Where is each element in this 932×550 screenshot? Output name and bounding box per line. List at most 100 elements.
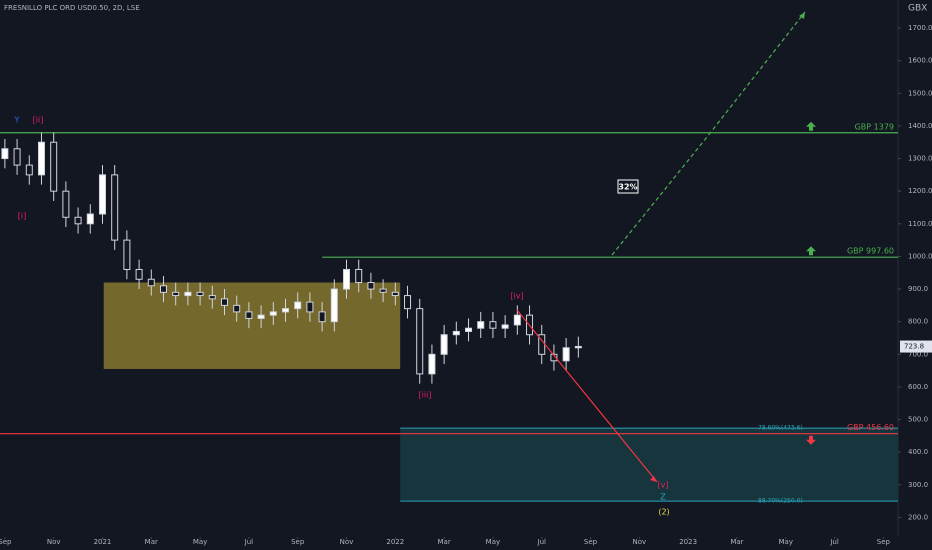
candle-body [172,291,180,297]
wave-label: [iii] [419,391,432,400]
last-price-box [900,340,932,353]
x-tick-label: Sep [0,538,12,546]
candle-body [1,148,9,160]
projection-head [799,12,805,19]
candle-body [233,304,241,313]
candle-body [501,324,509,329]
x-tick-label: Mar [145,538,158,546]
candle-body [135,268,143,280]
candle-body [343,268,351,290]
candle-body [98,174,106,215]
x-tick-label: 2022 [386,538,404,546]
candle-body [477,321,485,329]
candle-body [404,295,412,310]
zone [400,428,898,502]
candle-body [574,345,582,349]
candle-body [123,239,131,270]
candle-body [294,301,302,310]
currency-label: GBX [908,4,927,14]
x-tick-label: 2021 [94,538,112,546]
candle-body [428,353,436,375]
candle-body [50,141,58,192]
chart-title: FRESNILLO PLC ORD USD0.50, 2D, LSE [4,4,140,12]
x-tick-label: Sep [877,538,891,546]
wave-label: (2) [658,508,669,517]
y-tick-label: 1600.0 [908,57,932,65]
y-tick-label: 200.0 [908,513,928,521]
annotation-box [617,179,639,194]
wave-label: Z [660,493,666,502]
y-tick-label: 1200.0 [908,187,932,195]
zone-label: 88.70%(250.0) [758,498,803,505]
candle-body [62,190,70,218]
level-label: GBP 1379 [855,122,894,131]
y-tick-label: 1100.0 [908,220,932,228]
candle-body [184,291,192,297]
candle-body [111,174,119,241]
candle-body [452,330,460,336]
y-tick-label: 600.0 [908,383,928,391]
candle-body [562,347,570,362]
level-label: GBP 997.60 [847,247,894,256]
candle-body [465,327,473,332]
x-tick-label: 2023 [679,538,697,546]
x-tick-label: May [779,538,793,546]
candle-body [513,314,521,326]
y-tick-label: 700.0 [908,350,928,358]
candle-body [25,164,33,176]
zone-label: 78.60%(473.6) [758,425,803,432]
x-tick-label: Sep [584,538,598,546]
y-tick-label: 1300.0 [908,155,932,163]
x-tick-label: Mar [730,538,743,546]
y-tick-label: 1400.0 [908,122,932,130]
y-tick-label: 1700.0 [908,24,932,32]
x-tick-label: May [193,538,207,546]
candle-body [221,298,228,306]
candle-body [159,285,167,293]
level-label: GBP 456.60 [847,423,894,432]
candle-body [330,288,338,323]
projection [516,309,658,483]
wave-label: [iv] [510,292,523,301]
x-tick-label: Sep [291,538,305,546]
x-tick-label: Nov [340,538,354,546]
y-tick-label: 500.0 [908,416,928,424]
wave-label: Y [14,116,20,125]
x-tick-label: Jul [244,538,254,546]
candle-body [440,334,448,355]
candle-body [367,282,375,290]
y-tick-label: 300.0 [908,481,928,489]
projection-head [650,476,657,482]
x-tick-label: Jul [829,538,839,546]
last-price-label: 723.8 [904,343,924,351]
zone [103,282,401,369]
candle-body [391,291,399,297]
candle-body [318,311,326,323]
candle-body [74,216,82,225]
wave-label: [ii] [33,116,44,125]
candle-body [306,301,314,313]
x-tick-label: Mar [438,538,451,546]
level-arrow [806,246,816,256]
candle-body [257,314,265,319]
wave-label: [v] [658,481,669,490]
candle-body [416,308,424,375]
candle-body [13,148,21,166]
y-tick-label: 1500.0 [908,89,932,97]
wave-label: [i] [18,212,26,221]
annotation: 32% [618,183,637,192]
candle-body [245,311,253,319]
candle-body [196,291,204,297]
candle-body [379,288,387,293]
candle-body [86,213,94,225]
y-tick-label: 1000.0 [908,252,932,260]
level-arrow [806,121,816,131]
candle-body [37,141,45,176]
x-tick-label: Jul [537,538,547,546]
projection [611,11,806,256]
x-tick-label: Nov [47,538,61,546]
candle-body [355,268,363,284]
level-arrow [806,435,816,445]
y-tick-label: 400.0 [908,448,928,456]
candle-body [147,278,155,287]
